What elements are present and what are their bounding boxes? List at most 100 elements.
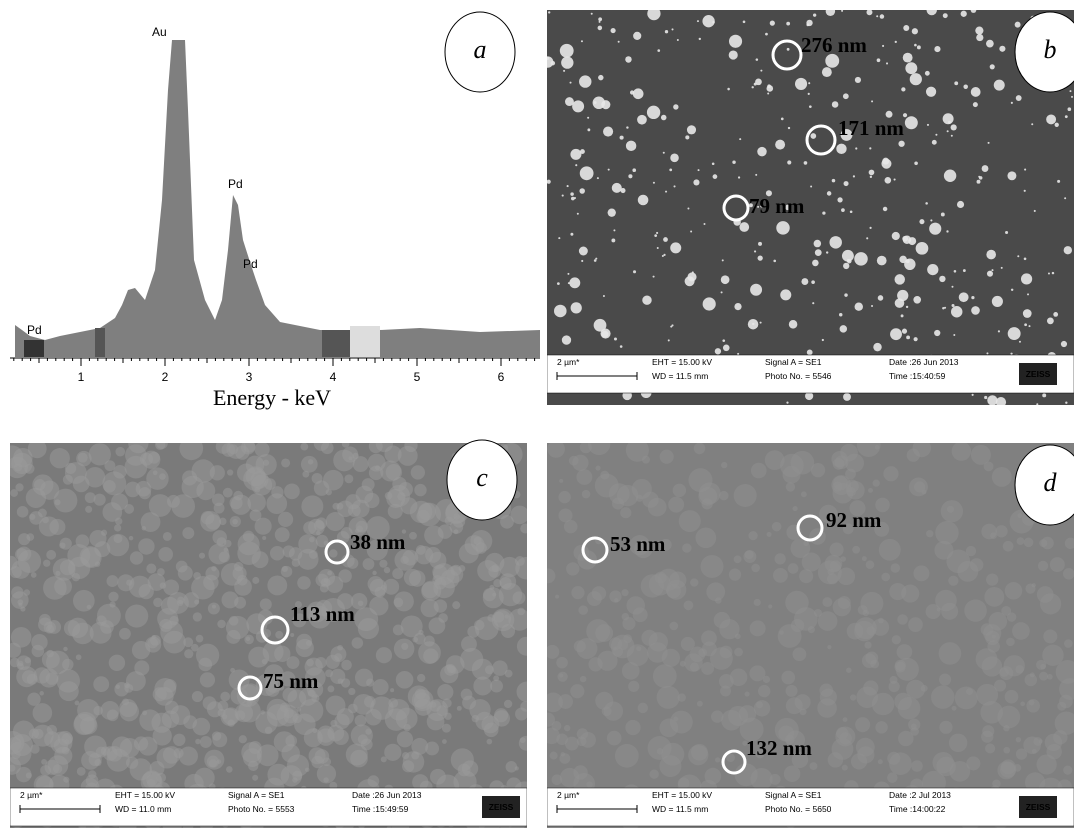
texture	[594, 259, 597, 262]
texture	[656, 232, 658, 234]
texture	[996, 397, 1006, 407]
texture	[921, 685, 928, 692]
texture	[1016, 737, 1021, 742]
texture	[939, 721, 952, 734]
texture	[663, 237, 668, 242]
texture	[260, 598, 272, 610]
texture	[620, 136, 624, 140]
texture	[200, 736, 212, 748]
texture	[560, 44, 574, 58]
info-brand: ZEISS	[1026, 369, 1051, 379]
texture	[914, 161, 918, 165]
texture	[944, 170, 956, 182]
texture	[18, 533, 30, 545]
texture	[869, 227, 871, 229]
texture	[845, 454, 864, 473]
texture	[633, 607, 648, 622]
texture	[95, 561, 101, 567]
texture	[976, 684, 998, 706]
texture	[757, 147, 766, 156]
texture	[512, 591, 525, 604]
texture	[581, 40, 583, 42]
texture	[632, 168, 636, 172]
texture	[682, 543, 691, 552]
texture	[484, 723, 499, 738]
texture	[857, 433, 881, 457]
texture	[325, 669, 333, 677]
texture	[384, 446, 401, 463]
texture	[114, 524, 121, 531]
texture	[657, 748, 664, 755]
peak-label: Pd	[228, 177, 243, 191]
info-signal: Signal A = SE1	[765, 357, 822, 367]
texture	[425, 547, 441, 563]
texture	[827, 568, 834, 575]
texture	[505, 614, 509, 618]
texture	[43, 560, 50, 567]
texture	[901, 314, 904, 317]
texture	[636, 646, 641, 651]
texture	[267, 575, 287, 595]
texture	[540, 568, 555, 583]
texture	[807, 349, 813, 355]
texture	[840, 556, 846, 562]
texture	[890, 563, 900, 573]
texture	[588, 433, 610, 455]
texture	[10, 658, 20, 668]
texture	[981, 731, 993, 743]
texture	[987, 395, 997, 405]
texture	[770, 21, 775, 26]
texture	[755, 174, 757, 176]
texture	[853, 175, 855, 177]
texture	[842, 765, 848, 771]
texture	[1015, 22, 1021, 28]
texture	[571, 197, 575, 201]
texture	[621, 589, 628, 596]
texture	[750, 284, 762, 296]
texture	[801, 278, 808, 285]
texture	[932, 140, 937, 145]
texture	[198, 658, 212, 672]
texture	[352, 453, 358, 459]
texture	[598, 75, 603, 80]
texture	[31, 572, 37, 578]
texture	[561, 56, 573, 68]
texture	[551, 61, 556, 66]
texture	[63, 475, 73, 485]
texture	[612, 497, 624, 509]
texture	[986, 250, 996, 260]
texture	[649, 632, 668, 651]
texture	[719, 619, 739, 639]
texture	[402, 760, 414, 772]
texture	[638, 195, 649, 206]
texture	[566, 562, 579, 575]
texture	[939, 642, 962, 665]
texture	[839, 313, 842, 316]
texture	[657, 49, 660, 52]
texture	[976, 648, 998, 670]
texture	[177, 600, 183, 606]
texture	[587, 117, 589, 119]
texture	[998, 330, 1000, 332]
texture	[64, 620, 80, 636]
texture	[430, 769, 446, 785]
texture	[625, 720, 640, 735]
texture	[788, 563, 799, 574]
texture	[927, 264, 938, 275]
texture	[308, 459, 313, 464]
peak-label: Pd	[243, 257, 258, 271]
texture	[545, 645, 559, 659]
texture	[855, 717, 870, 732]
texture	[63, 647, 67, 651]
texture	[425, 742, 439, 756]
texture	[953, 334, 955, 336]
size-label: 75 nm	[263, 669, 319, 693]
texture	[384, 744, 401, 761]
texture	[598, 26, 603, 31]
texture	[1057, 180, 1060, 183]
texture	[458, 764, 471, 777]
texture	[130, 551, 143, 564]
texture	[684, 600, 694, 610]
texture	[42, 516, 49, 523]
texture	[862, 556, 867, 561]
